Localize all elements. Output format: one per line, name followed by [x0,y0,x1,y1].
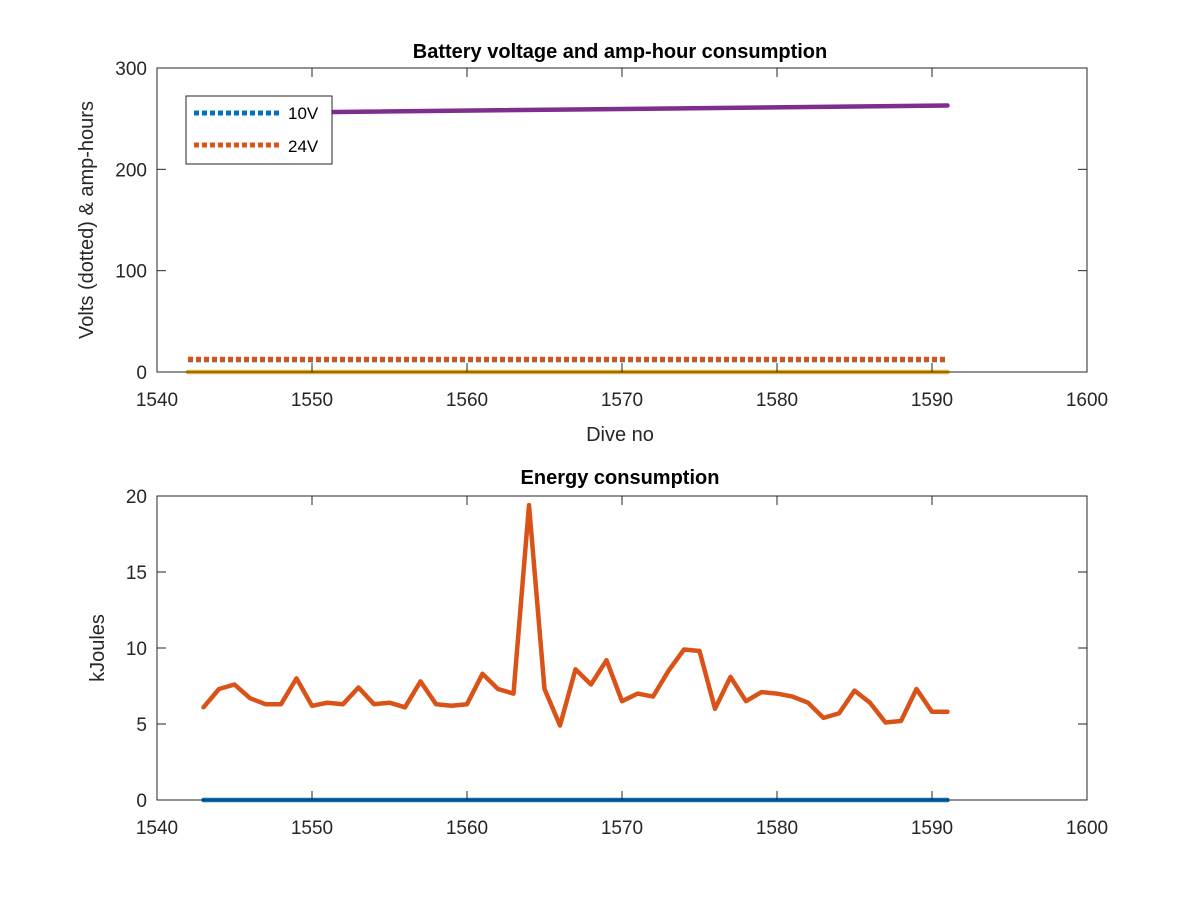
y-tick-label: 20 [126,487,147,508]
y-axis-label: kJoules [87,614,109,682]
x-tick-label: 1590 [911,390,953,411]
x-axis-label: Dive no [586,424,654,446]
axes-box [156,495,1088,801]
y-tick-label: 10 [126,639,147,660]
x-tick-label: 1560 [446,818,488,839]
y-tick-label: 0 [136,791,147,812]
y-axis-label: Volts (dotted) & amp-hours [76,101,98,339]
energy-consumption-chart: Energy consumption 1540 1550 1560 1570 1580 1… [87,467,1108,839]
x-tick-label: 1600 [1066,390,1108,411]
chart-title: Energy consumption [521,467,720,489]
y-tick-label: 0 [136,363,147,384]
x-tick-label: 1560 [446,390,488,411]
legend-label-24v: 24V [288,137,319,156]
x-tick-label: 1600 [1066,818,1108,839]
x-tick-label: 1580 [756,390,798,411]
x-tick-label: 1540 [136,390,178,411]
battery-voltage-chart: Battery voltage and amp-hour consumption… [76,41,1108,446]
y-tick-label: 200 [115,160,147,181]
x-tick-label: 1570 [601,390,643,411]
y-tick-label: 300 [115,59,147,80]
legend-label-10v: 10V [288,104,319,123]
y-tick-label: 15 [126,563,147,584]
x-tick-label: 1540 [136,818,178,839]
x-tick-label: 1580 [756,818,798,839]
x-tick-label: 1570 [601,818,643,839]
y-tick-label: 5 [136,715,147,736]
legend-box [185,95,333,165]
chart-title: Battery voltage and amp-hour consumption [413,41,827,63]
x-tick-label: 1550 [291,818,333,839]
y-tick-label: 100 [115,262,147,283]
legend: 10V 24V [185,95,333,165]
x-tick-label: 1550 [291,390,333,411]
x-tick-label: 1590 [911,818,953,839]
series-line-2 [201,502,950,728]
